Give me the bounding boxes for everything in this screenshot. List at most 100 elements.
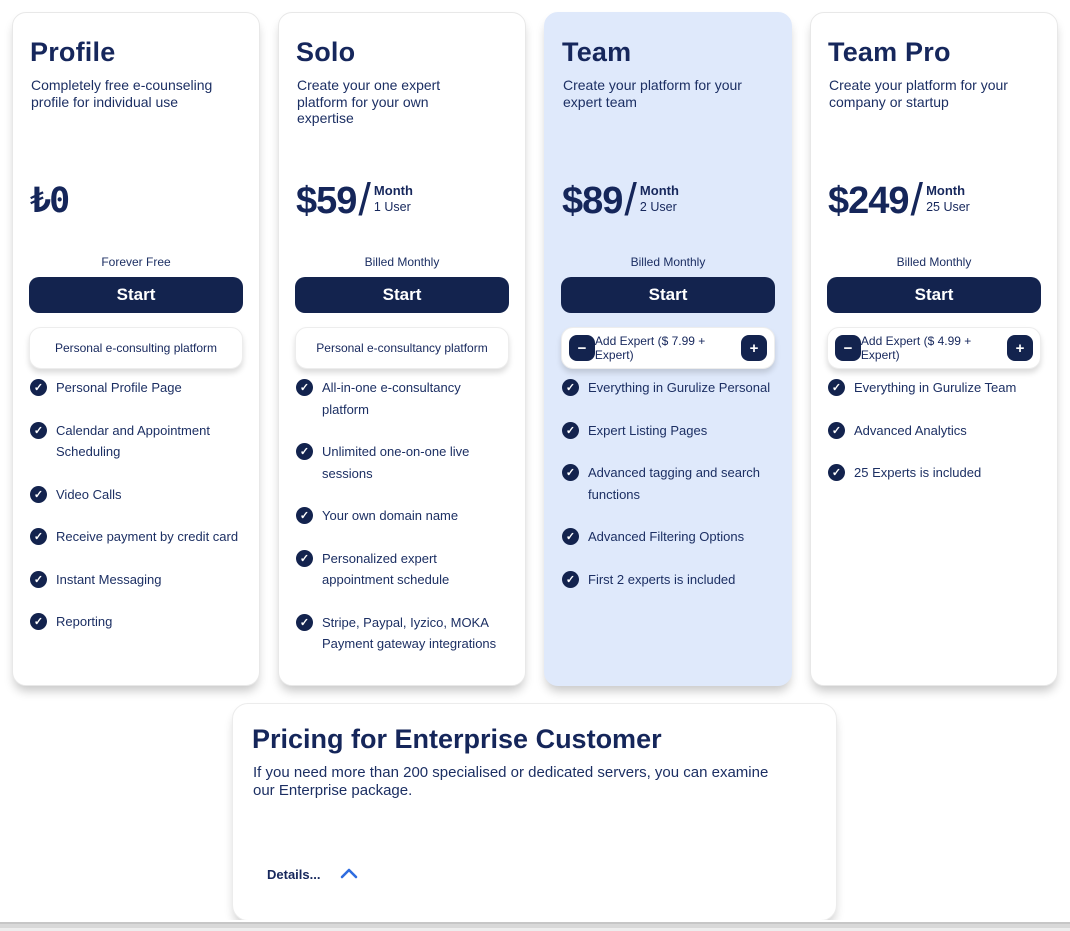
details-toggle[interactable]: Details...: [267, 867, 358, 882]
minus-icon[interactable]: −: [835, 335, 861, 361]
feature-label: Personal Profile Page: [56, 380, 182, 395]
check-icon: ✓: [562, 570, 579, 588]
check-icon: ✓: [30, 485, 47, 503]
feature-list: ✓ Personal Profile Page ✓ Calendar and App…: [30, 377, 245, 654]
feature-label: Receive payment by credit card: [56, 529, 239, 544]
feature-item: ✓ Everything in Gurulize Personal: [562, 377, 777, 399]
plan-description: Create your platform for your expert tea…: [563, 77, 742, 110]
feature-label: Expert Listing Pages: [588, 422, 708, 438]
price-period-block: Month 2 User: [640, 182, 679, 216]
price-users: 2 User: [639, 200, 677, 214]
check-icon: ✓: [562, 528, 579, 545]
feature-item: ✓ Everything in Gurulize Team: [828, 377, 1043, 399]
feature-item: ✓ Instant Messaging: [30, 569, 245, 591]
add-expert-label: Add Expert ($ 7.99 + Expert): [594, 334, 706, 362]
feature-item: ✓ Video Calls: [30, 484, 245, 506]
details-label: Details...: [267, 867, 321, 882]
check-icon: ✓: [296, 443, 313, 460]
feature-item: ✓ Personal Profile Page: [30, 377, 245, 399]
check-icon: ✓: [296, 379, 313, 396]
feature-item: ✓ Advanced Analytics: [828, 420, 1043, 442]
feature-item: ✓ Personalized expert appointment schedul…: [296, 548, 511, 591]
check-icon: ✓: [562, 421, 579, 439]
plan-price: ₺0: [30, 179, 70, 223]
feature-item: ✓ Advanced tagging and search functions: [562, 462, 777, 505]
plan-description: Create your one expert platform for your…: [297, 77, 441, 126]
plus-icon[interactable]: +: [741, 335, 767, 361]
feature-label: 25 Experts is included: [854, 465, 982, 480]
price-separator: /: [910, 174, 924, 225]
billing-note: Forever Free: [101, 255, 171, 269]
feature-label: Video Calls: [56, 486, 122, 502]
price-amount: $59: [296, 180, 357, 222]
plan-type-badge: Personal e-consultancy platform: [295, 327, 509, 369]
check-icon: ✓: [296, 507, 313, 524]
feature-item: ✓ First 2 experts is included: [562, 569, 777, 591]
feature-item: ✓ Expert Listing Pages: [562, 420, 777, 442]
feature-list: ✓ All-in-one e-consultancy platform ✓ Unli…: [296, 377, 511, 676]
plan-description: Create your platform for your company or…: [829, 77, 1008, 110]
price-period: Month: [926, 183, 966, 198]
feature-label: Advanced Filtering Options: [588, 529, 745, 544]
feature-label: Advanced Analytics: [854, 422, 967, 438]
plan-price: $249 / Month 25 User: [828, 174, 970, 225]
feature-label: First 2 experts is included: [588, 571, 736, 587]
check-icon: ✓: [828, 379, 845, 396]
feature-label: Personalized expert appointment schedule: [322, 550, 450, 588]
feature-item: ✓ Stripe, Paypal, Iyzico, MOKA Payment ga…: [296, 612, 511, 655]
feature-item: ✓ Advanced Filtering Options: [562, 526, 777, 548]
price-separator: /: [624, 174, 637, 225]
enterprise-title: Pricing for Enterprise Customer: [252, 724, 662, 754]
feature-item: ✓ 25 Experts is included: [828, 462, 1043, 484]
add-expert-label: Add Expert ($ 4.99 + Expert): [860, 334, 972, 362]
start-button[interactable]: Start: [561, 277, 775, 313]
price-users: 1 User: [373, 200, 411, 214]
check-icon: ✓: [30, 528, 47, 545]
price-period: Month: [373, 183, 413, 198]
add-expert-stepper: − Add Expert ($ 7.99 + Expert) +: [561, 327, 775, 369]
feature-label: All-in-one e-consultancy platform: [322, 380, 461, 417]
start-button[interactable]: Start: [295, 277, 509, 313]
enterprise-card: Pricing for Enterprise Customer If you n…: [232, 703, 837, 921]
price-amount: $89: [562, 180, 623, 222]
start-button[interactable]: Start: [827, 277, 1041, 313]
plan-card-team-pro: Team Pro Create your platform for your c…: [810, 12, 1058, 686]
plus-icon[interactable]: +: [1007, 335, 1033, 361]
plan-price: $59 / Month 1 User: [296, 177, 413, 223]
feature-label: Advanced tagging and search functions: [588, 465, 761, 502]
check-icon: ✓: [296, 549, 313, 567]
feature-label: Stripe, Paypal, Iyzico, MOKA Payment gat…: [322, 614, 497, 652]
feature-label: Instant Messaging: [56, 571, 162, 587]
check-icon: ✓: [562, 464, 579, 481]
check-icon: ✓: [828, 421, 845, 439]
add-expert-stepper: − Add Expert ($ 4.99 + Expert) +: [827, 327, 1041, 369]
start-button[interactable]: Start: [29, 277, 243, 313]
feature-label: Reporting: [56, 614, 113, 629]
check-icon: ✓: [562, 379, 579, 396]
billing-note: Billed Monthly: [364, 255, 440, 269]
chevron-up-icon[interactable]: [340, 867, 358, 882]
minus-icon[interactable]: −: [569, 335, 595, 361]
plan-title: Team Pro: [828, 37, 951, 67]
feature-list: ✓ Everything in Gurulize Team ✓ Advanced A…: [828, 377, 1043, 505]
page-bottom-edge: [0, 920, 1070, 931]
plan-title: Solo: [296, 37, 356, 67]
plan-card-profile: Profile Completely free e-counseling pro…: [12, 12, 260, 686]
check-icon: ✓: [30, 379, 47, 396]
check-icon: ✓: [30, 421, 47, 439]
feature-list: ✓ Everything in Gurulize Personal ✓ Expert…: [562, 377, 777, 611]
price-period-block: Month 25 User: [926, 182, 970, 216]
feature-label: Your own domain name: [322, 508, 459, 523]
plan-type-badge: Personal e-consulting platform: [29, 327, 243, 369]
feature-label: Everything in Gurulize Personal: [588, 380, 771, 395]
plan-title: Team: [562, 37, 632, 67]
check-icon: ✓: [828, 464, 845, 481]
plan-card-team: Team Create your platform for your exper…: [544, 12, 792, 686]
plan-description: Completely free e-counseling profile for…: [31, 77, 213, 110]
check-icon: ✓: [30, 570, 47, 588]
feature-item: ✓ Unlimited one-on-one live sessions: [296, 441, 511, 484]
feature-item: ✓ All-in-one e-consultancy platform: [296, 377, 511, 420]
enterprise-description: If you need more than 200 specialised or…: [253, 764, 769, 799]
price-amount: ₺0: [30, 181, 70, 221]
feature-label: Everything in Gurulize Team: [854, 380, 1017, 395]
